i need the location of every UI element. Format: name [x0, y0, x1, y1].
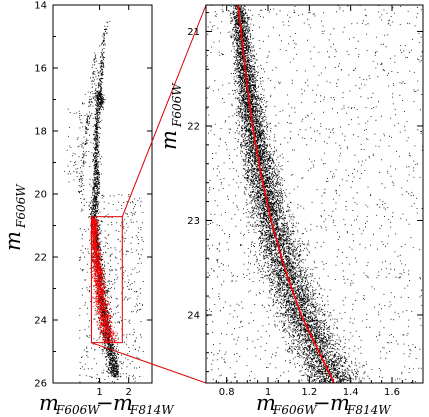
- inset-box: [90, 216, 123, 344]
- left-y-tick-label: 24: [34, 316, 47, 327]
- left-y-axis-label: m F606W: [1, 183, 28, 251]
- right-x-tick-label: 1.4: [343, 387, 359, 398]
- right-plot-frame: [205, 4, 424, 384]
- connector-top: [121, 4, 207, 217]
- right-y-tick-label: 22: [187, 121, 200, 132]
- right-x-label-main-2: m: [330, 391, 350, 415]
- left-y-tick-label: 14: [34, 1, 47, 12]
- right-x-label-sub-1: F606W: [272, 403, 318, 417]
- right-y-axis-label: m F606W: [157, 82, 184, 150]
- left-y-tick-label: 26: [34, 379, 47, 390]
- left-y-label-sub: F606W: [14, 183, 28, 229]
- left-x-tick-label: 1: [96, 387, 102, 398]
- left-x-label-minus: −: [96, 391, 114, 415]
- right-ticks: 21 22 23 24 0.8 1 1.2 1.4 1.6: [187, 5, 423, 398]
- left-panel: 14 16 18 20 22 24 26 1 2 m F606W m F606W − m F81…: [1, 1, 175, 417]
- connector-bottom: [91, 342, 207, 384]
- left-x-label-main-1: m: [39, 391, 59, 415]
- left-red-stars: [89, 217, 123, 343]
- left-y-tick-label: 20: [34, 190, 47, 201]
- right-panel: 21 22 23 24 0.8 1 1.2 1.4 1.6 m F606W m F606W − …: [157, 4, 424, 417]
- left-y-tick-label: 18: [34, 127, 47, 138]
- right-y-tick-label: 24: [187, 310, 200, 321]
- right-x-tick-label: 0.8: [219, 387, 235, 398]
- right-x-tick-label: 1.6: [384, 387, 400, 398]
- left-x-label-sub-1: F606W: [55, 403, 101, 417]
- right-x-label-main-1: m: [256, 391, 276, 415]
- left-x-label-sub-2: F814W: [129, 403, 175, 417]
- left-x-axis-label: m F606W − m F814W: [39, 391, 175, 417]
- right-x-label-sub-2: F814W: [346, 403, 392, 417]
- left-black-stars: [64, 21, 144, 383]
- left-y-tick-label: 22: [34, 253, 47, 264]
- left-x-label-main-2: m: [113, 391, 133, 415]
- right-y-label-main: m: [157, 130, 181, 150]
- right-black-stars: [206, 5, 423, 383]
- left-y-tick-label: 16: [34, 64, 47, 75]
- right-scatter-points: [206, 5, 423, 383]
- right-x-label-minus: −: [313, 391, 331, 415]
- left-scatter-points: [64, 21, 144, 383]
- left-ticks: 14 16 18 20 22 24 26 1 2: [34, 1, 152, 398]
- fiducial-line: [237, 5, 335, 383]
- left-y-label-main: m: [1, 231, 25, 251]
- right-y-tick-label: 21: [187, 27, 200, 38]
- right-x-tick-label: 1.2: [301, 387, 317, 398]
- right-y-label-sub: F606W: [170, 82, 184, 128]
- left-x-tick-label: 2: [126, 387, 132, 398]
- right-y-tick-label: 23: [187, 216, 200, 227]
- right-x-tick-label: 1: [265, 387, 271, 398]
- right-x-axis-label: m F606W − m F814W: [256, 391, 392, 417]
